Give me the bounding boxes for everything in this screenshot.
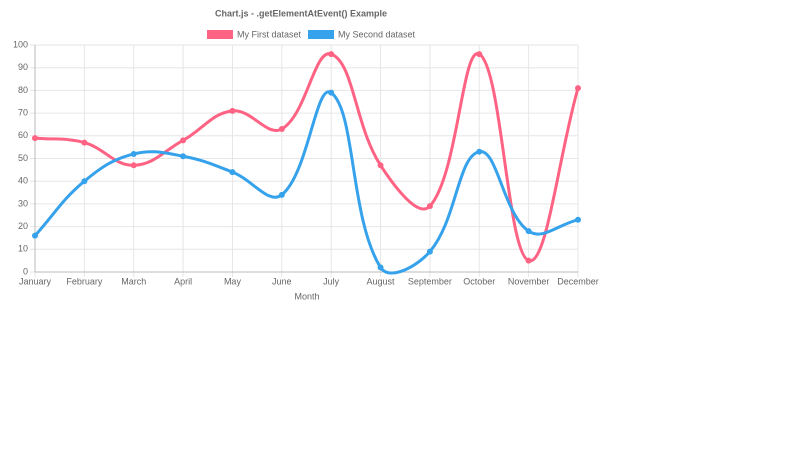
y-tick-label: 90 bbox=[18, 62, 28, 72]
data-point[interactable] bbox=[377, 162, 384, 169]
data-point[interactable] bbox=[229, 169, 236, 176]
data-point[interactable] bbox=[229, 107, 236, 114]
x-tick-label: July bbox=[323, 276, 340, 286]
y-tick-label: 100 bbox=[13, 39, 28, 49]
data-point[interactable] bbox=[32, 232, 38, 239]
y-tick-label: 30 bbox=[18, 198, 28, 208]
data-point[interactable] bbox=[180, 137, 187, 144]
data-point[interactable] bbox=[278, 191, 285, 198]
y-tick-label: 50 bbox=[18, 153, 28, 163]
y-tick-label: 80 bbox=[18, 85, 28, 95]
data-point[interactable] bbox=[32, 135, 38, 142]
data-point[interactable] bbox=[180, 153, 187, 160]
data-point[interactable] bbox=[328, 89, 335, 96]
y-tick-label: 60 bbox=[18, 130, 28, 140]
series-line bbox=[34, 52, 580, 263]
data-point[interactable] bbox=[328, 51, 335, 58]
series-line bbox=[33, 90, 579, 275]
legend-label[interactable]: My Second dataset bbox=[338, 29, 416, 39]
data-point[interactable] bbox=[426, 203, 433, 210]
data-point[interactable] bbox=[377, 264, 384, 271]
data-point[interactable] bbox=[426, 248, 433, 255]
x-tick-label: January bbox=[19, 276, 52, 286]
x-tick-label: August bbox=[367, 276, 396, 286]
data-point[interactable] bbox=[525, 257, 532, 264]
chart-title: Chart.js - .getElementAtEvent() Example bbox=[215, 8, 387, 18]
x-axis-label: Month bbox=[294, 291, 319, 301]
data-point[interactable] bbox=[575, 216, 581, 223]
y-tick-label: 0 bbox=[23, 266, 28, 276]
x-tick-label: October bbox=[463, 276, 495, 286]
legend-swatch[interactable] bbox=[308, 30, 335, 39]
legend-label[interactable]: My First dataset bbox=[237, 29, 302, 39]
data-point[interactable] bbox=[278, 125, 285, 132]
y-tick-label: 40 bbox=[18, 176, 28, 186]
legend-swatch[interactable] bbox=[207, 30, 233, 39]
x-tick-label: June bbox=[272, 276, 292, 286]
x-tick-label: February bbox=[66, 276, 103, 286]
data-point[interactable] bbox=[476, 51, 483, 58]
data-point[interactable] bbox=[525, 228, 532, 235]
x-tick-label: December bbox=[557, 276, 599, 286]
data-point[interactable] bbox=[575, 85, 581, 92]
y-tick-label: 20 bbox=[18, 221, 28, 231]
data-point[interactable] bbox=[476, 148, 483, 155]
data-point[interactable] bbox=[81, 139, 88, 146]
y-tick-label: 10 bbox=[18, 244, 28, 254]
data-point[interactable] bbox=[130, 162, 137, 169]
data-point[interactable] bbox=[81, 178, 88, 185]
x-tick-label: April bbox=[174, 276, 192, 286]
y-tick-label: 70 bbox=[18, 107, 28, 117]
x-tick-label: November bbox=[508, 276, 550, 286]
x-tick-label: March bbox=[121, 276, 146, 286]
x-tick-label: May bbox=[224, 276, 242, 286]
data-point[interactable] bbox=[130, 150, 137, 157]
x-tick-label: September bbox=[408, 276, 452, 286]
